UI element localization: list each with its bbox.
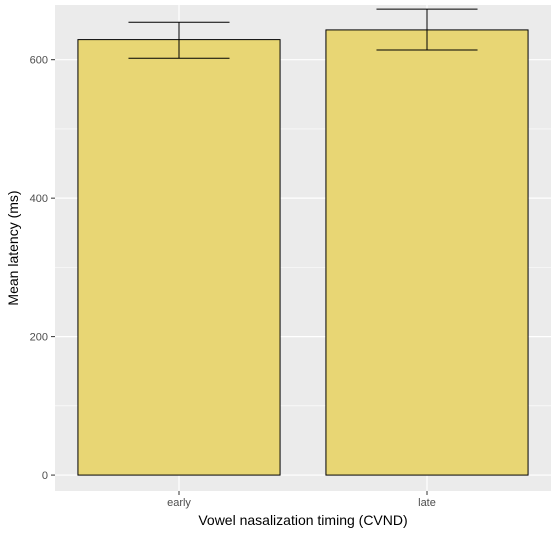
y-tick-label: 200 bbox=[30, 332, 48, 344]
x-axis-title: Vowel nasalization timing (CVND) bbox=[198, 512, 407, 528]
bars bbox=[77, 29, 529, 476]
y-axis-title: Mean latency (ms) bbox=[5, 190, 21, 305]
y-tick-label: 400 bbox=[30, 193, 48, 205]
bar-late bbox=[325, 29, 529, 476]
error-bars bbox=[128, 8, 478, 59]
y-tick-label: 600 bbox=[30, 55, 48, 67]
x-tick-label: late bbox=[418, 497, 436, 509]
bar-early bbox=[77, 39, 281, 476]
y-tick-label: 0 bbox=[42, 470, 48, 482]
y-axis: 0 200 400 600 bbox=[30, 55, 55, 482]
x-tick-label: early bbox=[167, 497, 191, 509]
x-axis: early late bbox=[167, 491, 436, 509]
